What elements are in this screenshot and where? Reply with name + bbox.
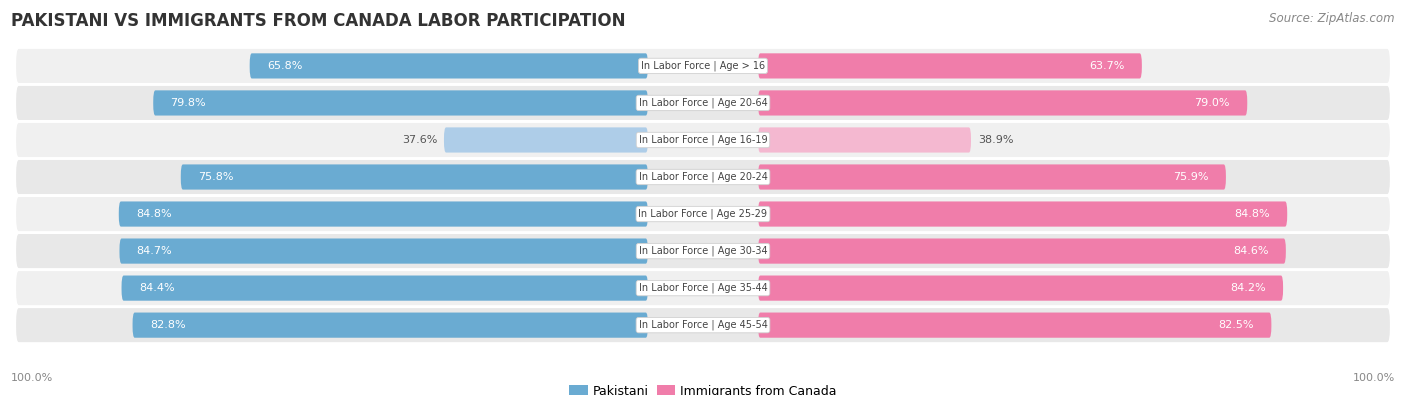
Text: 84.4%: 84.4%	[139, 283, 174, 293]
FancyBboxPatch shape	[758, 128, 972, 152]
Text: In Labor Force | Age 30-34: In Labor Force | Age 30-34	[638, 246, 768, 256]
Text: In Labor Force | Age 16-19: In Labor Force | Age 16-19	[638, 135, 768, 145]
FancyBboxPatch shape	[15, 271, 1391, 305]
Text: In Labor Force | Age 20-64: In Labor Force | Age 20-64	[638, 98, 768, 108]
Text: 79.0%: 79.0%	[1195, 98, 1230, 108]
FancyBboxPatch shape	[758, 312, 1271, 338]
Text: 84.6%: 84.6%	[1233, 246, 1268, 256]
FancyBboxPatch shape	[15, 308, 1391, 342]
Text: 82.8%: 82.8%	[150, 320, 186, 330]
Text: 63.7%: 63.7%	[1090, 61, 1125, 71]
Text: PAKISTANI VS IMMIGRANTS FROM CANADA LABOR PARTICIPATION: PAKISTANI VS IMMIGRANTS FROM CANADA LABO…	[11, 12, 626, 30]
FancyBboxPatch shape	[250, 53, 648, 79]
Text: In Labor Force | Age 20-24: In Labor Force | Age 20-24	[638, 172, 768, 182]
FancyBboxPatch shape	[758, 276, 1284, 301]
Text: 65.8%: 65.8%	[267, 61, 302, 71]
Text: In Labor Force | Age 25-29: In Labor Force | Age 25-29	[638, 209, 768, 219]
Text: 37.6%: 37.6%	[402, 135, 437, 145]
FancyBboxPatch shape	[15, 49, 1391, 83]
FancyBboxPatch shape	[120, 239, 648, 264]
Text: In Labor Force | Age > 16: In Labor Force | Age > 16	[641, 61, 765, 71]
Text: 100.0%: 100.0%	[11, 373, 53, 383]
Text: 38.9%: 38.9%	[979, 135, 1014, 145]
FancyBboxPatch shape	[444, 128, 648, 152]
FancyBboxPatch shape	[15, 197, 1391, 231]
Text: 79.8%: 79.8%	[170, 98, 207, 108]
FancyBboxPatch shape	[758, 53, 1142, 79]
Text: Source: ZipAtlas.com: Source: ZipAtlas.com	[1270, 12, 1395, 25]
Text: 84.8%: 84.8%	[1234, 209, 1270, 219]
FancyBboxPatch shape	[15, 123, 1391, 157]
FancyBboxPatch shape	[15, 160, 1391, 194]
Text: In Labor Force | Age 45-54: In Labor Force | Age 45-54	[638, 320, 768, 330]
FancyBboxPatch shape	[132, 312, 648, 338]
FancyBboxPatch shape	[121, 276, 648, 301]
Text: 75.8%: 75.8%	[198, 172, 233, 182]
FancyBboxPatch shape	[758, 164, 1226, 190]
Legend: Pakistani, Immigrants from Canada: Pakistani, Immigrants from Canada	[564, 380, 842, 395]
Text: 84.8%: 84.8%	[136, 209, 172, 219]
Text: 84.2%: 84.2%	[1230, 283, 1265, 293]
FancyBboxPatch shape	[15, 234, 1391, 268]
FancyBboxPatch shape	[15, 86, 1391, 120]
FancyBboxPatch shape	[758, 201, 1288, 227]
Text: 84.7%: 84.7%	[136, 246, 173, 256]
FancyBboxPatch shape	[758, 90, 1247, 116]
FancyBboxPatch shape	[758, 239, 1286, 264]
Text: 82.5%: 82.5%	[1219, 320, 1254, 330]
Text: 100.0%: 100.0%	[1353, 373, 1395, 383]
Text: 75.9%: 75.9%	[1173, 172, 1209, 182]
FancyBboxPatch shape	[153, 90, 648, 116]
FancyBboxPatch shape	[181, 164, 648, 190]
FancyBboxPatch shape	[118, 201, 648, 227]
Text: In Labor Force | Age 35-44: In Labor Force | Age 35-44	[638, 283, 768, 293]
